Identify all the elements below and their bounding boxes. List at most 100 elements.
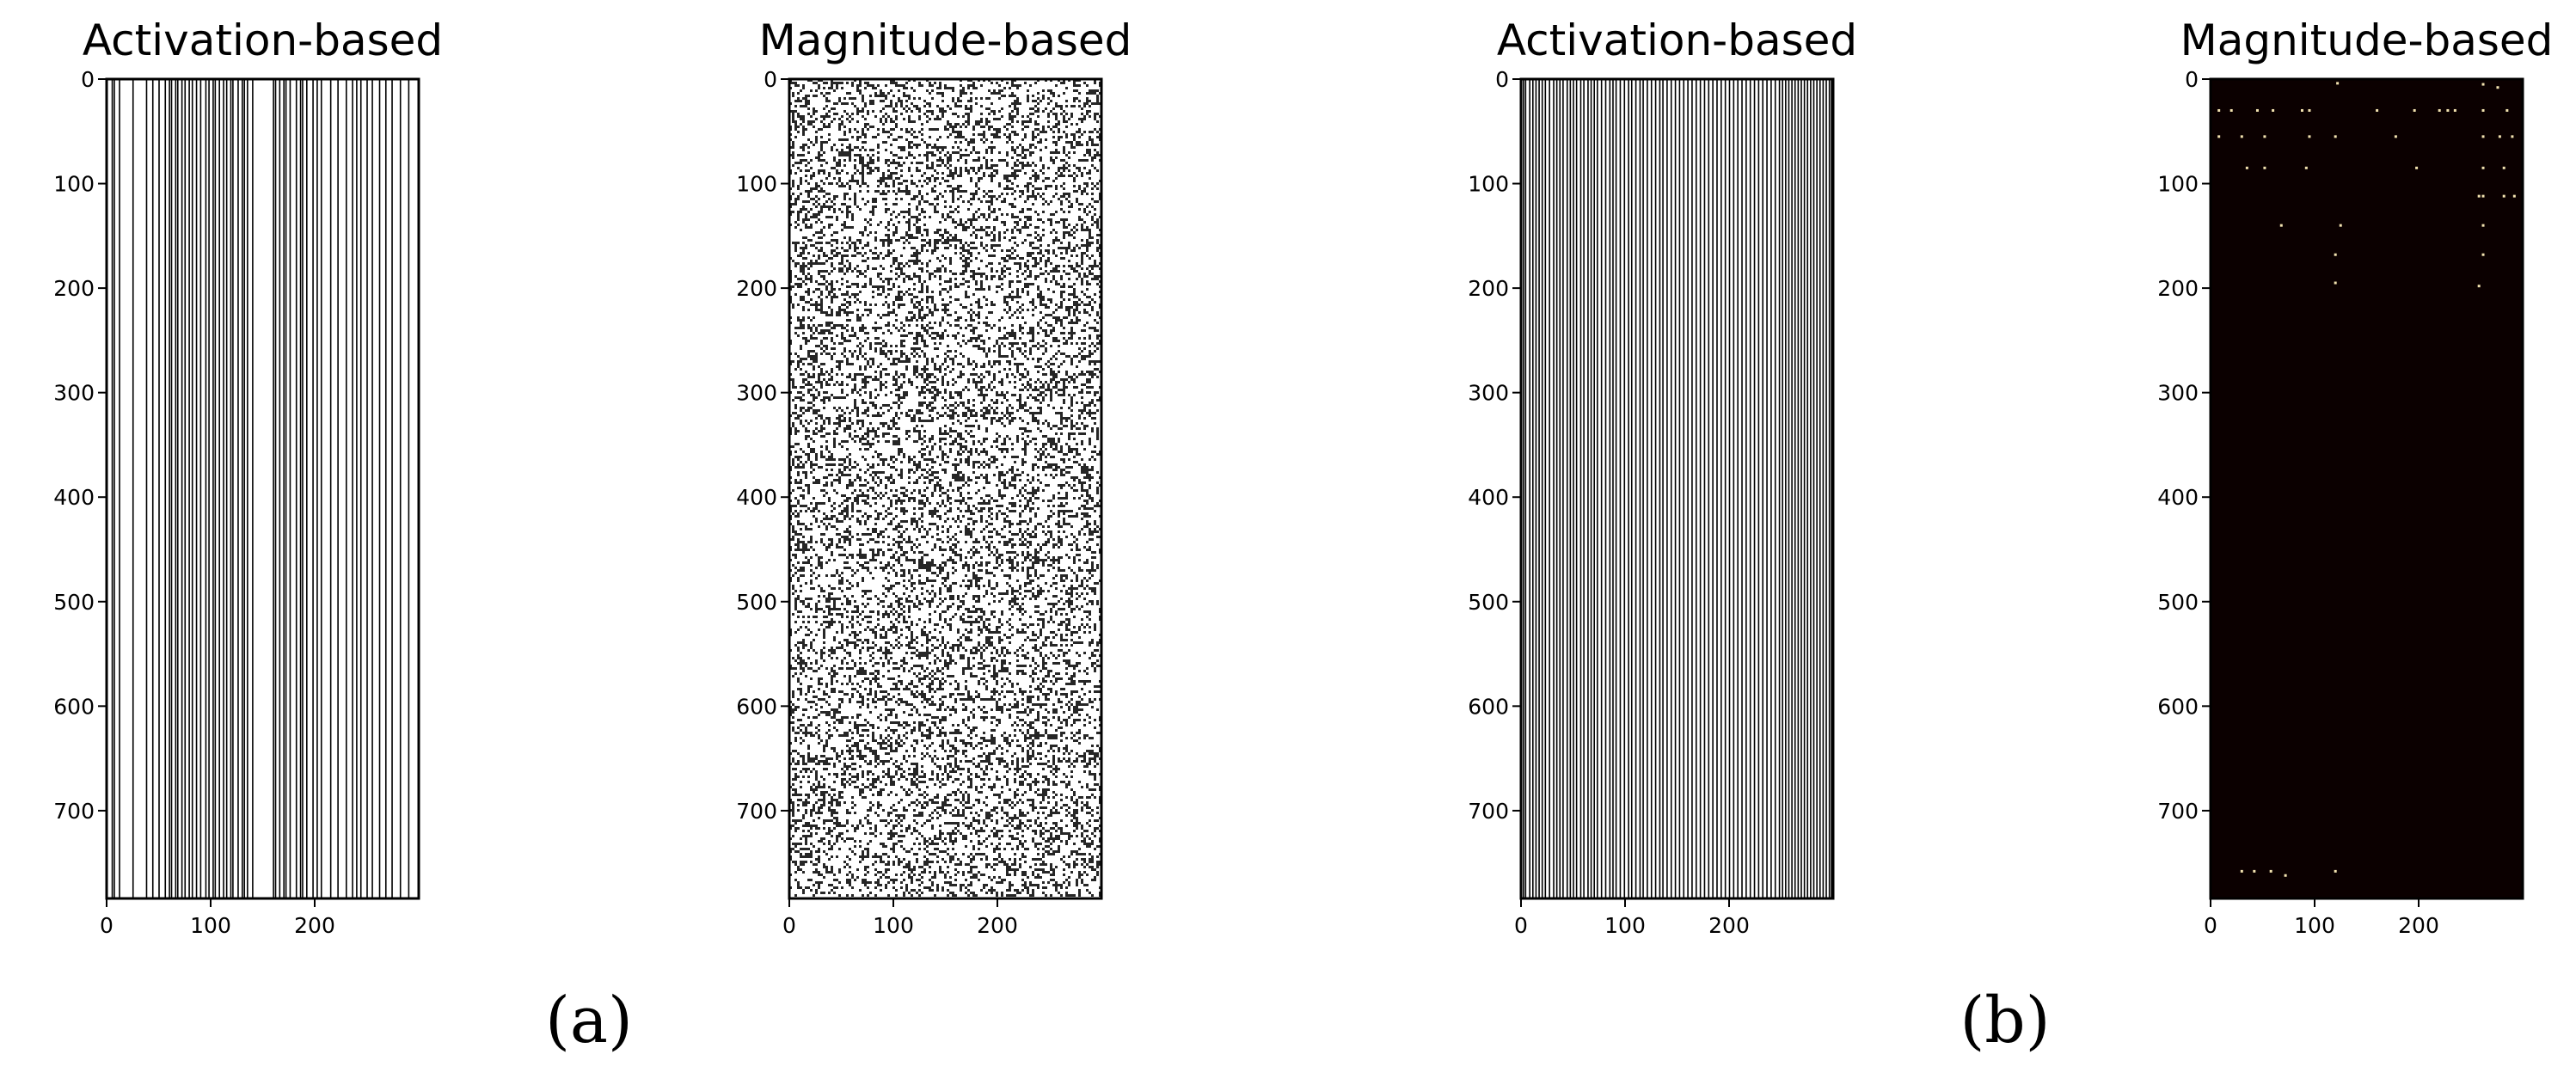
nonzero-weight-point bbox=[2481, 166, 2485, 169]
panels-layer: 0 100 200 300 400 500 600 700 0 100 200 Activation-… bbox=[53, 15, 2553, 938]
x-tick-label: 100 bbox=[190, 913, 231, 938]
nonzero-weight-point bbox=[2240, 135, 2243, 138]
x-tick-label: 200 bbox=[2398, 913, 2439, 938]
x-tick-label: 100 bbox=[2294, 913, 2335, 938]
nonzero-weight-point bbox=[2217, 108, 2221, 112]
y-tick-label: 400 bbox=[53, 485, 95, 510]
nonzero-weight-point bbox=[2481, 83, 2485, 86]
y-tick-label: 200 bbox=[736, 276, 777, 301]
caption-a: (a) bbox=[545, 984, 633, 1058]
panel-title: Activation-based bbox=[83, 15, 443, 65]
axes-frame bbox=[1519, 77, 1835, 900]
y-tick-label: 500 bbox=[53, 590, 95, 615]
heatmap-panel-1: 0 100 200 300 400 500 600 700 0 100 200 Magnitude-b… bbox=[736, 15, 1132, 938]
y-tick-label: 400 bbox=[736, 485, 777, 510]
y-tick-label: 700 bbox=[2157, 799, 2199, 824]
nonzero-weight-point bbox=[2334, 135, 2337, 138]
axes-frame bbox=[105, 77, 420, 900]
y-tick-label: 0 bbox=[1495, 67, 1509, 92]
y-tick-label: 0 bbox=[2185, 67, 2199, 92]
nonzero-weight-point bbox=[2446, 108, 2450, 112]
nonzero-weight-point bbox=[2308, 108, 2311, 112]
nonzero-weight-point bbox=[2481, 135, 2485, 138]
x-tick-label: 200 bbox=[294, 913, 335, 938]
y-tick-label: 0 bbox=[81, 67, 95, 92]
heatmap-panel-2: 0 100 200 300 400 500 600 700 0 100 200 Activation-… bbox=[1468, 15, 1857, 938]
nonzero-weight-point bbox=[2481, 194, 2485, 198]
y-tick-label: 300 bbox=[1468, 381, 1509, 406]
nonzero-weight-point bbox=[2481, 253, 2485, 256]
nonzero-weight-point bbox=[2284, 874, 2287, 877]
x-tick-label: 200 bbox=[977, 913, 1018, 938]
nonzero-weight-point bbox=[2263, 166, 2266, 169]
nonzero-weight-point bbox=[2308, 135, 2311, 138]
y-tick-label: 600 bbox=[736, 694, 777, 719]
x-tick-label: 100 bbox=[1604, 913, 1646, 938]
x-tick-label: 0 bbox=[2204, 913, 2217, 938]
y-tick-label: 200 bbox=[2157, 276, 2199, 301]
axes-frame bbox=[788, 77, 1103, 900]
nonzero-weight-point bbox=[2336, 82, 2340, 85]
heatmap-background bbox=[2211, 79, 2523, 898]
axes-frame bbox=[2209, 77, 2524, 900]
heatmap-panel-0: 0 100 200 300 400 500 600 700 0 100 200 Activation-… bbox=[53, 15, 443, 938]
nonzero-weight-point bbox=[2481, 224, 2485, 227]
y-tick-label: 0 bbox=[764, 67, 777, 92]
nonzero-weight-point bbox=[2511, 135, 2514, 138]
nonzero-weight-point bbox=[2481, 108, 2485, 112]
y-tick-label: 500 bbox=[1468, 590, 1509, 615]
nonzero-weight-point bbox=[2413, 108, 2416, 112]
nonzero-weight-point bbox=[2229, 108, 2233, 112]
y-tick-label: 700 bbox=[1468, 799, 1509, 824]
nonzero-weight-point bbox=[2255, 108, 2259, 112]
nonzero-weight-point bbox=[2217, 135, 2221, 138]
nonzero-weight-point bbox=[2304, 166, 2308, 169]
y-tick-label: 400 bbox=[2157, 485, 2199, 510]
nonzero-weight-point bbox=[2477, 285, 2481, 288]
nonzero-weight-point bbox=[2334, 869, 2337, 873]
y-tick-label: 300 bbox=[736, 381, 777, 406]
nonzero-weight-point bbox=[2512, 194, 2516, 198]
caption-b: (b) bbox=[1960, 984, 2050, 1058]
nonzero-weight-point bbox=[2477, 194, 2481, 198]
y-tick-label: 300 bbox=[53, 381, 95, 406]
y-tick-label: 100 bbox=[1468, 172, 1509, 197]
nonzero-weight-point bbox=[2376, 108, 2379, 112]
x-tick-label: 200 bbox=[1708, 913, 1750, 938]
nonzero-weight-point bbox=[2334, 253, 2337, 256]
nonzero-weight-point bbox=[2496, 86, 2499, 89]
y-tick-label: 600 bbox=[1468, 694, 1509, 719]
nonzero-weight-point bbox=[2394, 135, 2397, 138]
y-tick-label: 600 bbox=[2157, 694, 2199, 719]
y-tick-label: 600 bbox=[53, 694, 95, 719]
nonzero-weight-point bbox=[2240, 869, 2243, 873]
y-tick-label: 400 bbox=[1468, 485, 1509, 510]
x-tick-label: 0 bbox=[782, 913, 796, 938]
y-tick-label: 700 bbox=[53, 799, 95, 824]
y-tick-label: 200 bbox=[53, 276, 95, 301]
nonzero-weight-point bbox=[2245, 166, 2248, 169]
x-tick-label: 100 bbox=[873, 913, 914, 938]
nonzero-weight-point bbox=[2272, 108, 2275, 112]
nonzero-weight-point bbox=[2253, 869, 2256, 873]
y-tick-label: 300 bbox=[2157, 381, 2199, 406]
y-tick-label: 500 bbox=[736, 590, 777, 615]
panel-title: Magnitude-based bbox=[2180, 15, 2554, 65]
speckle-texture bbox=[789, 79, 1101, 897]
nonzero-weight-point bbox=[2505, 108, 2509, 112]
nonzero-weight-point bbox=[2339, 224, 2342, 227]
x-tick-label: 0 bbox=[1514, 913, 1528, 938]
y-tick-label: 100 bbox=[53, 172, 95, 197]
panel-title: Activation-based bbox=[1497, 15, 1857, 65]
nonzero-weight-point bbox=[2498, 135, 2501, 138]
heatmap-panel-3: 0 100 200 300 400 500 600 700 0 100 200 Magnitude-b… bbox=[2157, 15, 2553, 938]
nonzero-weight-point bbox=[2438, 108, 2441, 112]
nonzero-weight-point bbox=[2453, 108, 2456, 112]
panel-title: Magnitude-based bbox=[759, 15, 1132, 65]
nonzero-weight-point bbox=[2263, 135, 2266, 138]
y-tick-label: 500 bbox=[2157, 590, 2199, 615]
nonzero-weight-point bbox=[2300, 108, 2303, 112]
y-tick-label: 700 bbox=[736, 799, 777, 824]
y-tick-label: 200 bbox=[1468, 276, 1509, 301]
